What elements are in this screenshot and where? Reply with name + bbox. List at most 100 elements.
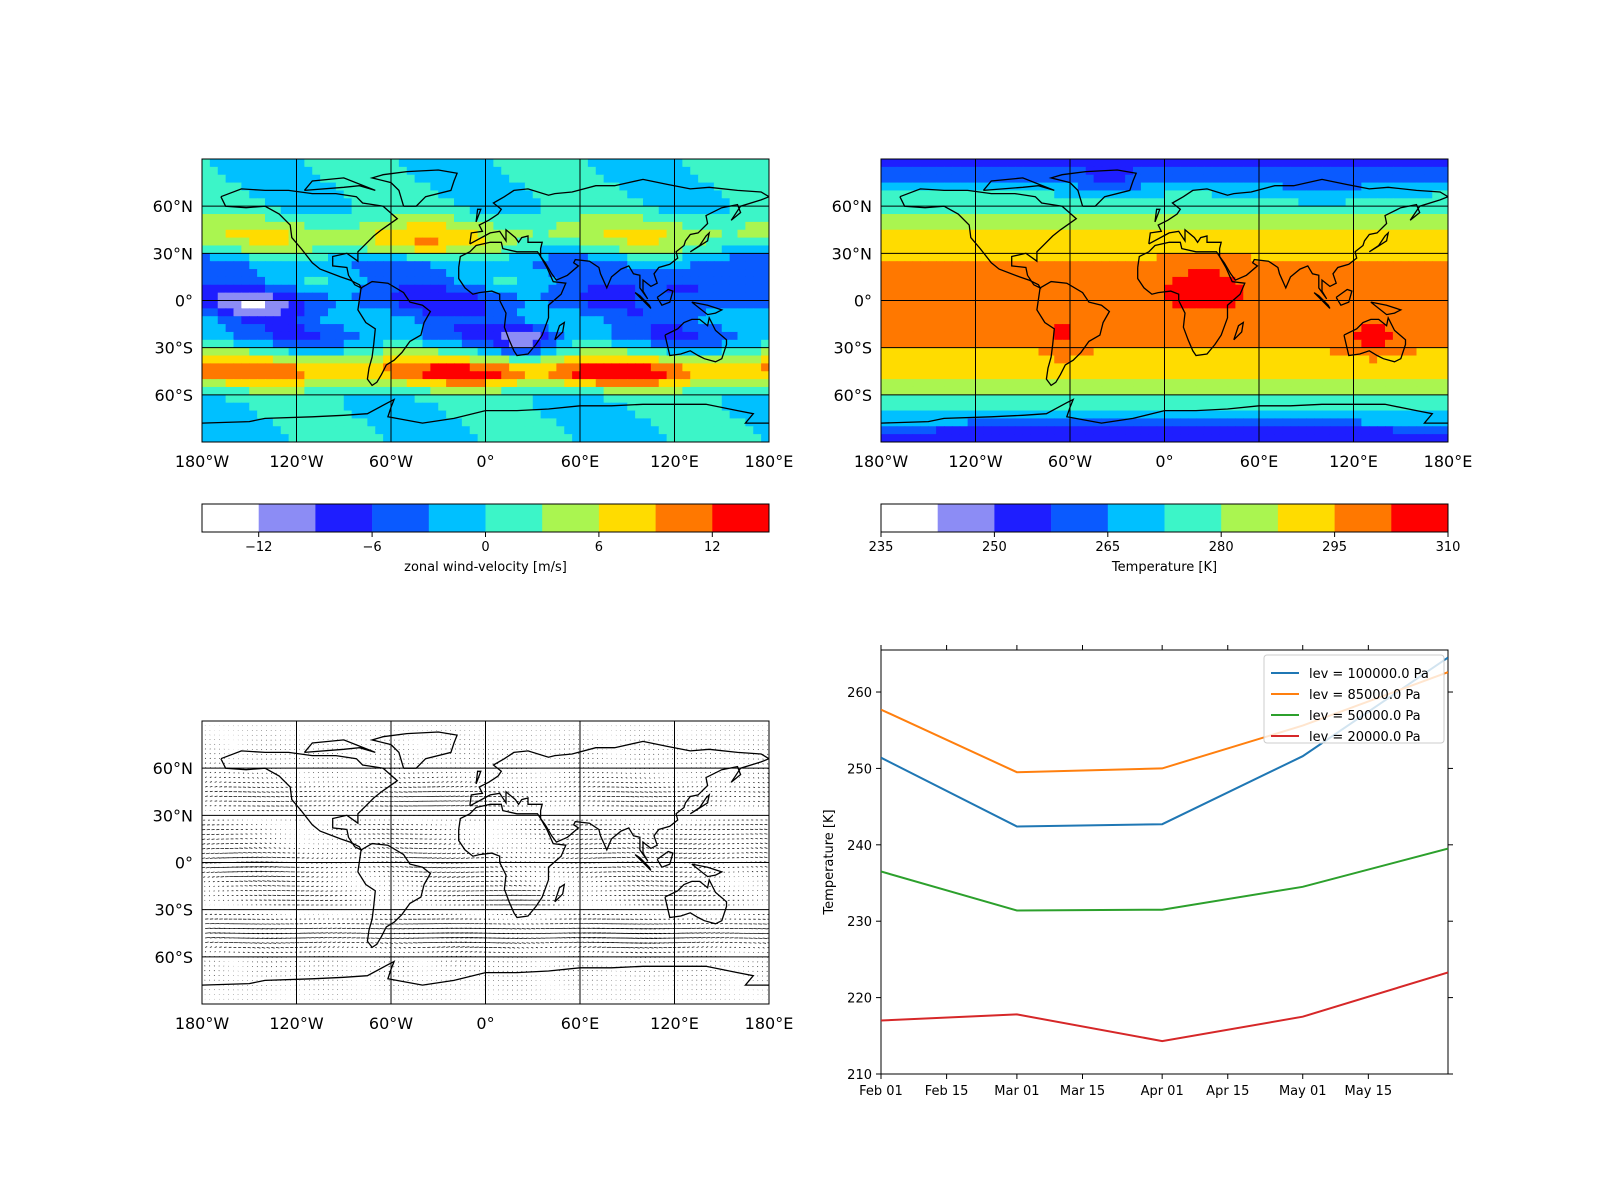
- field-cell: [257, 198, 265, 206]
- field-cell: [1133, 230, 1141, 238]
- field-cell: [360, 332, 368, 340]
- field-cell: [533, 387, 541, 395]
- field-cell: [619, 238, 627, 246]
- field-cell: [612, 198, 620, 206]
- field-cell: [976, 308, 984, 316]
- field-cell: [928, 238, 936, 246]
- field-cell: [952, 379, 960, 387]
- field-cell: [651, 308, 659, 316]
- field-cell: [1440, 175, 1448, 183]
- field-cell: [682, 222, 690, 230]
- field-cell: [281, 371, 289, 379]
- field-cell: [1432, 175, 1440, 183]
- field-cell: [580, 198, 588, 206]
- field-cell: [234, 277, 242, 285]
- field-cell: [745, 340, 753, 348]
- field-cell: [983, 277, 991, 285]
- field-cell: [273, 301, 281, 309]
- field-cell: [257, 293, 265, 301]
- field-cell: [297, 222, 305, 230]
- field-cell: [281, 434, 289, 442]
- field-cell: [556, 340, 564, 348]
- field-cell: [1338, 190, 1346, 198]
- field-cell: [619, 198, 627, 206]
- field-cell: [1109, 301, 1117, 309]
- field-cell: [588, 356, 596, 364]
- field-cell: [604, 159, 612, 167]
- field-cell: [1424, 308, 1432, 316]
- field-cell: [627, 159, 635, 167]
- field-cell: [1377, 324, 1385, 332]
- field-cell: [1322, 261, 1330, 269]
- y-tick-label: 30°N: [153, 244, 193, 263]
- field-cell: [1417, 301, 1425, 309]
- field-cell: [667, 190, 675, 198]
- field-cell: [430, 277, 438, 285]
- field-cell: [1275, 175, 1283, 183]
- field-cell: [383, 253, 391, 261]
- field-cell: [889, 387, 897, 395]
- field-cell: [920, 245, 928, 253]
- field-cell: [706, 190, 714, 198]
- field-cell: [234, 316, 242, 324]
- field-cell: [1086, 261, 1094, 269]
- field-cell: [675, 340, 683, 348]
- field-cell: [1440, 403, 1448, 411]
- field-cell: [1086, 238, 1094, 246]
- field-cell: [1086, 245, 1094, 253]
- field-cell: [580, 324, 588, 332]
- field-cell: [753, 379, 761, 387]
- field-cell: [920, 198, 928, 206]
- field-cell: [612, 403, 620, 411]
- field-cell: [690, 316, 698, 324]
- field-cell: [1172, 403, 1180, 411]
- field-cell: [1440, 214, 1448, 222]
- field-cell: [1007, 190, 1015, 198]
- field-cell: [226, 356, 234, 364]
- field-cell: [1401, 238, 1409, 246]
- field-cell: [753, 293, 761, 301]
- field-cell: [1204, 206, 1212, 214]
- field-cell: [289, 356, 297, 364]
- field-cell: [533, 167, 541, 175]
- field-cell: [1393, 167, 1401, 175]
- field-cell: [983, 293, 991, 301]
- field-cell: [604, 395, 612, 403]
- field-cell: [478, 277, 486, 285]
- field-cell: [1109, 348, 1117, 356]
- field-cell: [1070, 301, 1078, 309]
- field-cell: [612, 434, 620, 442]
- field-cell: [897, 222, 905, 230]
- field-cell: [257, 222, 265, 230]
- field-cell: [952, 167, 960, 175]
- field-cell: [1023, 167, 1031, 175]
- field-cell: [1054, 308, 1062, 316]
- field-cell: [1157, 348, 1165, 356]
- field-cell: [698, 363, 706, 371]
- field-cell: [383, 434, 391, 442]
- field-cell: [1424, 340, 1432, 348]
- field-cell: [1102, 159, 1110, 167]
- field-cell: [889, 253, 897, 261]
- field-cell: [1330, 395, 1338, 403]
- field-cell: [430, 387, 438, 395]
- field-cell: [999, 371, 1007, 379]
- field-cell: [1157, 387, 1165, 395]
- field-cell: [1298, 348, 1306, 356]
- field-cell: [1440, 261, 1448, 269]
- field-cell: [753, 269, 761, 277]
- field-cell: [1133, 159, 1141, 167]
- field-cell: [722, 403, 730, 411]
- field-cell: [486, 167, 494, 175]
- field-cell: [612, 324, 620, 332]
- field-cell: [218, 167, 226, 175]
- field-cell: [761, 175, 769, 183]
- field-cell: [635, 379, 643, 387]
- field-cell: [936, 175, 944, 183]
- field-cell: [320, 277, 328, 285]
- field-cell: [564, 222, 572, 230]
- field-cell: [1086, 371, 1094, 379]
- field-cell: [627, 316, 635, 324]
- field-cell: [501, 411, 509, 419]
- field-cell: [1346, 363, 1354, 371]
